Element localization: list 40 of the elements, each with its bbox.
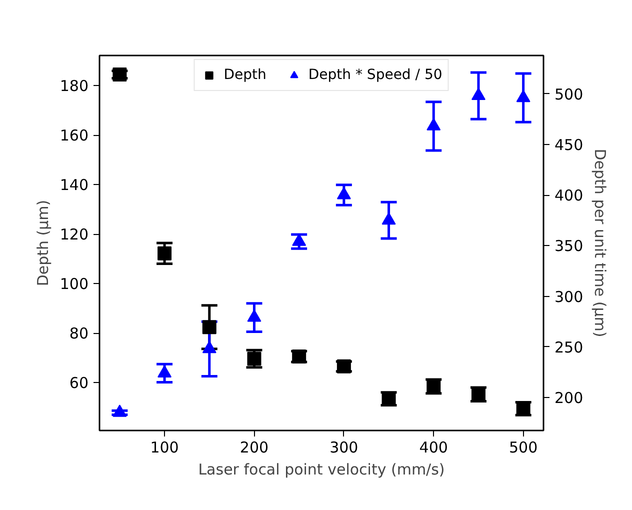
x-tick-label: 100: [150, 438, 179, 456]
point: [112, 404, 127, 417]
y-axis-title: Depth (µm): [34, 200, 52, 286]
point: [247, 310, 262, 322]
y2-tick-label: 500: [554, 85, 584, 104]
point: [336, 187, 351, 200]
x-tick-label: 500: [509, 438, 538, 456]
y-tick-label: 180: [60, 77, 89, 96]
point: [382, 212, 396, 225]
y2-tick-label: 250: [554, 338, 584, 356]
point: [516, 90, 530, 102]
x-tick-label: 200: [240, 438, 269, 456]
y2-tick-label: 400: [554, 186, 584, 205]
y2-tick-label: 200: [554, 388, 584, 407]
point: [292, 234, 306, 246]
point: [426, 118, 441, 130]
y-tick-label: 140: [60, 176, 89, 194]
point: [112, 68, 127, 82]
legend-label: Depth * Speed / 50: [308, 67, 442, 83]
point: [158, 246, 172, 260]
y2-tick-label: 450: [554, 136, 584, 154]
point: [202, 320, 216, 334]
y2-tick-label: 350: [554, 237, 584, 256]
x-tick-label: 300: [330, 438, 358, 456]
x-tick-label: 400: [419, 438, 448, 456]
y2-tick-label: 300: [554, 288, 584, 306]
point: [202, 340, 216, 354]
y-tick-label: 60: [69, 374, 89, 392]
legend-label: Depth: [224, 67, 266, 83]
y-tick-label: 120: [60, 226, 89, 244]
y2-axis-title: Depth per unit time (µm): [591, 148, 610, 338]
y-tick-label: 80: [69, 324, 89, 343]
y-tick-label: 160: [60, 126, 89, 145]
x-axis-title: Laser focal point velocity (mm/s): [198, 460, 445, 478]
point: [292, 350, 306, 364]
y-tick-label: 100: [60, 275, 89, 294]
point: [158, 365, 172, 378]
point: [336, 359, 351, 374]
point: [247, 352, 262, 366]
point: [471, 88, 486, 100]
